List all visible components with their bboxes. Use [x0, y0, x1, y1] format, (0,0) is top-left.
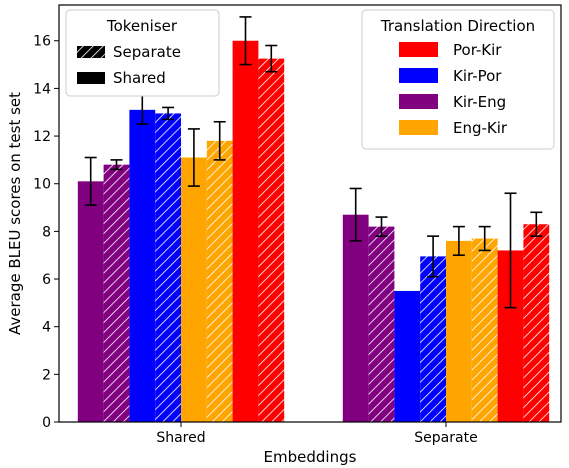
- x-axis-label: Embeddings: [264, 448, 357, 466]
- y-tick-label: 0: [42, 415, 51, 431]
- legend-label-eng-kir: Eng-Kir: [453, 119, 508, 137]
- y-tick-label: 4: [42, 320, 51, 336]
- error-bar-shared-kir-eng-separate: [110, 159, 123, 171]
- bar-separate-kir-eng-separate: [368, 226, 395, 422]
- legend-tokeniser-title: Tokeniser: [106, 17, 178, 35]
- legend-swatch-separate: [77, 46, 105, 58]
- error-bar-separate-por-kir-shared: [504, 192, 517, 309]
- legends-group: Tokeniser Separate Shared Translation Direc…: [65, 9, 555, 150]
- error-bars-group: [84, 16, 543, 309]
- bar-separate-kir-por-separate: [420, 256, 446, 422]
- legend-direction: Translation Direction Por-Kir Kir-Por Kir-E…: [361, 9, 555, 150]
- y-tick-label: 8: [42, 224, 51, 240]
- y-axis-label: Average BLEU scores on test set: [6, 92, 24, 335]
- legend-swatch-shared: [77, 72, 105, 84]
- error-bar-shared-kir-por-separate: [162, 106, 175, 121]
- bar-separate-por-kir-separate: [523, 224, 550, 422]
- error-bar-separate-kir-por-separate: [427, 235, 440, 278]
- error-bar-shared-por-kir-shared: [239, 16, 252, 66]
- y-tick-label: 16: [33, 34, 51, 50]
- bar-shared-kir-eng-separate: [103, 164, 130, 422]
- bar-shared-por-kir-shared: [232, 40, 259, 422]
- y-tick-label: 12: [33, 129, 51, 145]
- bar-shared-kir-por-shared: [129, 109, 156, 423]
- bar-shared-kir-eng-shared: [77, 181, 104, 422]
- error-bar-shared-eng-kir-shared: [187, 128, 200, 187]
- error-bar-separate-eng-kir-separate: [478, 225, 491, 252]
- error-bar-shared-kir-eng-shared: [84, 156, 97, 206]
- legend-swatch-kir-por: [399, 68, 438, 83]
- legend-swatch-eng-kir: [399, 120, 438, 135]
- plot-frame: [58, 4, 562, 423]
- bar-separate-eng-kir-separate: [471, 238, 498, 422]
- legend-label-shared: Shared: [113, 69, 166, 87]
- y-tick-label: 14: [33, 81, 51, 97]
- legend-label-kir-por: Kir-Por: [453, 67, 502, 85]
- y-tick-label: 2: [42, 367, 51, 383]
- bar-shared-por-kir-separate: [258, 58, 285, 422]
- bar-separate-kir-por-shared: [394, 290, 421, 422]
- axes-group: 0 2 4 6 8 10 12 14 16 Shared Separate Embeddings Ave…: [6, 4, 562, 466]
- legend-direction-title: Translation Direction: [380, 17, 535, 35]
- x-tick-label-shared: Shared: [156, 430, 205, 446]
- error-bar-shared-eng-kir-separate: [213, 120, 226, 161]
- error-bar-separate-kir-eng-shared: [349, 187, 362, 242]
- legend-tokeniser: Tokeniser Separate Shared: [65, 9, 220, 97]
- legend-label-separate: Separate: [113, 43, 181, 61]
- error-bar-separate-por-kir-separate: [530, 211, 543, 237]
- error-bar-shared-por-kir-separate: [265, 44, 278, 73]
- error-bar-separate-eng-kir-shared: [452, 225, 465, 256]
- bar-shared-eng-kir-separate: [206, 140, 233, 422]
- legend-swatch-kir-eng: [399, 94, 438, 109]
- legend-swatch-por-kir: [399, 42, 438, 57]
- bar-separate-kir-eng-shared: [342, 214, 369, 422]
- bar-shared-kir-por-separate: [155, 113, 181, 423]
- bar-separate-eng-kir-shared: [446, 240, 472, 422]
- legend-label-kir-eng: Kir-Eng: [453, 93, 506, 111]
- y-tick-label: 6: [42, 272, 51, 288]
- legend-label-por-kir: Por-Kir: [453, 41, 502, 59]
- bar-shared-eng-kir-shared: [181, 157, 207, 422]
- bars-group: [77, 40, 550, 423]
- error-bar-separate-kir-eng-separate: [375, 216, 388, 237]
- y-tick-label: 10: [33, 177, 51, 193]
- x-tick-label-separate: Separate: [414, 430, 477, 446]
